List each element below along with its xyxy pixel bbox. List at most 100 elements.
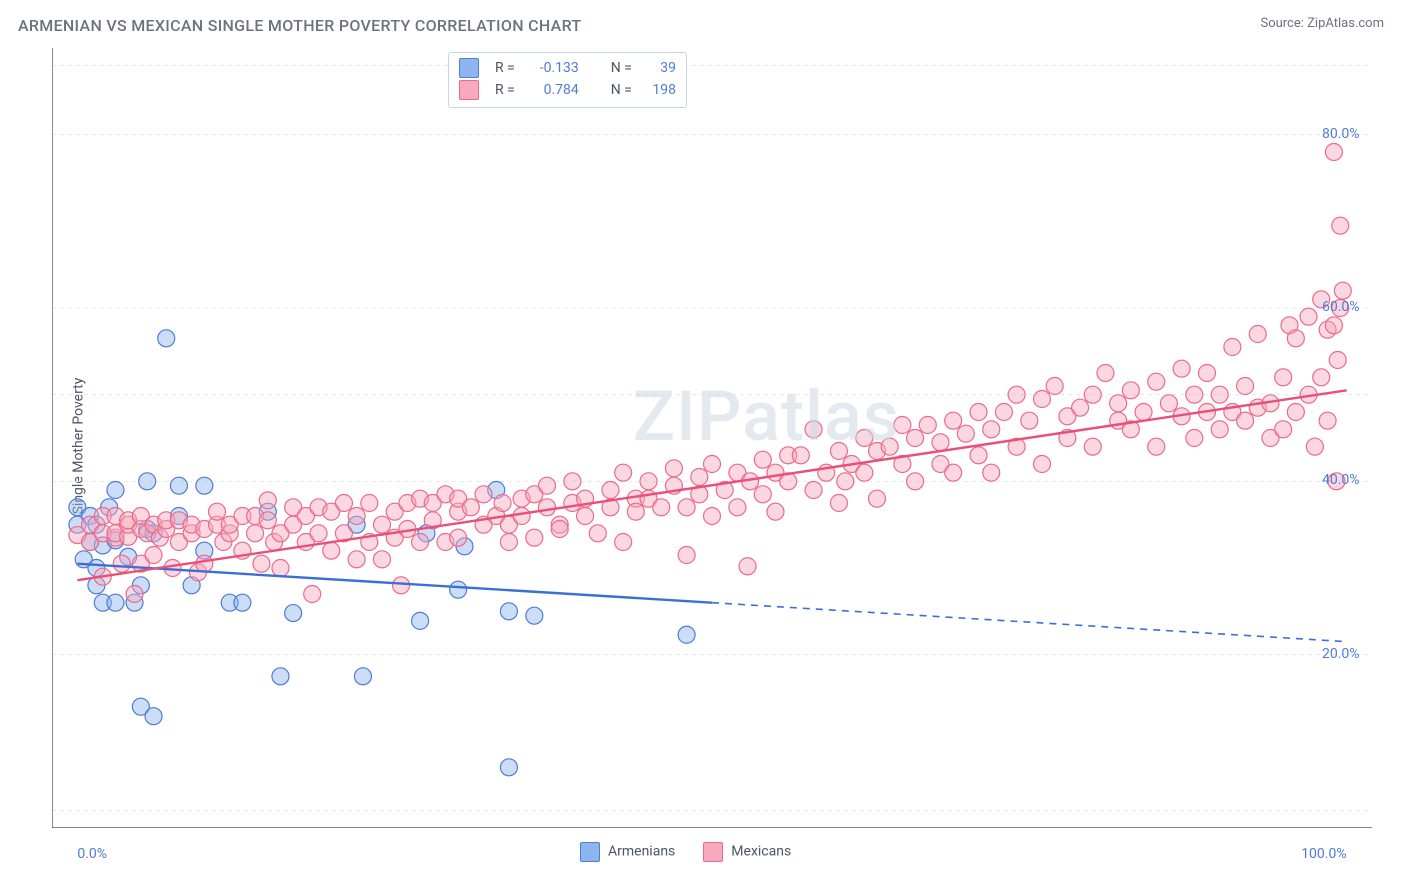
point-mexicans [500, 534, 517, 551]
point-mexicans [323, 542, 340, 559]
point-mexicans [665, 460, 682, 477]
point-mexicans [1334, 282, 1351, 299]
chart-title: ARMENIAN VS MEXICAN SINGLE MOTHER POVERT… [18, 16, 581, 35]
point-mexicans [272, 560, 289, 577]
point-mexicans [830, 443, 847, 460]
point-mexicans [1034, 456, 1051, 473]
point-mexicans [513, 508, 530, 525]
point-mexicans [539, 499, 556, 516]
point-mexicans [691, 469, 708, 486]
source-prefix: Source: [1260, 16, 1307, 31]
point-mexicans [830, 495, 847, 512]
point-armenians [450, 581, 467, 598]
plot-svg [52, 48, 1372, 828]
point-armenians [170, 477, 187, 494]
series-legend: ArmeniansMexicans [580, 842, 791, 862]
point-mexicans [945, 412, 962, 429]
source-attribution: Source: ZipAtlas.com [1260, 16, 1384, 31]
point-mexicans [970, 447, 987, 464]
point-mexicans [1249, 326, 1266, 343]
point-mexicans [995, 404, 1012, 421]
point-mexicans [259, 492, 276, 509]
n-value: 198 [640, 79, 676, 101]
point-mexicans [792, 447, 809, 464]
point-mexicans [653, 499, 670, 516]
r-value: 0.784 [523, 79, 579, 101]
point-armenians [158, 330, 175, 347]
legend-swatch-icon [580, 842, 600, 862]
point-mexicans [837, 473, 854, 490]
point-mexicans [615, 464, 632, 481]
point-mexicans [1237, 412, 1254, 429]
point-mexicans [907, 473, 924, 490]
point-mexicans [1034, 391, 1051, 408]
point-mexicans [564, 473, 581, 490]
point-armenians [500, 603, 517, 620]
r-value: -0.133 [523, 57, 579, 79]
point-mexicans [348, 508, 365, 525]
point-mexicans [945, 464, 962, 481]
point-mexicans [1275, 421, 1292, 438]
point-mexicans [539, 477, 556, 494]
point-mexicans [145, 547, 162, 564]
y-tick-label: 20.0% [1322, 646, 1360, 662]
point-mexicans [1319, 412, 1336, 429]
point-mexicans [869, 490, 886, 507]
legend-swatch-icon [459, 58, 479, 78]
point-mexicans [247, 525, 264, 542]
point-mexicans [1122, 382, 1139, 399]
point-mexicans [739, 558, 756, 575]
trendline-mexicans [77, 390, 1346, 580]
point-mexicans [1332, 217, 1349, 234]
point-mexicans [253, 555, 270, 572]
point-armenians [500, 759, 517, 776]
point-armenians [196, 477, 213, 494]
point-mexicans [881, 438, 898, 455]
point-armenians [412, 612, 429, 629]
point-mexicans [1046, 378, 1063, 395]
point-armenians [139, 473, 156, 490]
point-mexicans [374, 516, 391, 533]
correlation-legend: R =-0.133N =39R =0.784N =198 [448, 52, 687, 108]
point-mexicans [1097, 365, 1114, 382]
point-mexicans [1110, 395, 1127, 412]
point-mexicans [754, 451, 771, 468]
point-mexicans [1148, 373, 1165, 390]
point-mexicans [856, 464, 873, 481]
point-mexicans [602, 482, 619, 499]
point-mexicans [1084, 386, 1101, 403]
point-mexicans [348, 551, 365, 568]
point-mexicans [374, 551, 391, 568]
point-mexicans [1160, 395, 1177, 412]
point-mexicans [1300, 308, 1317, 325]
point-mexicans [856, 430, 873, 447]
correlation-row-mexicans: R =0.784N =198 [459, 79, 676, 101]
point-mexicans [450, 529, 467, 546]
point-mexicans [1275, 369, 1292, 386]
point-armenians [678, 626, 695, 643]
point-mexicans [113, 555, 130, 572]
point-mexicans [209, 503, 226, 520]
legend-item-armenians: Armenians [580, 842, 675, 862]
x-tick-label: 100.0% [1301, 846, 1346, 862]
n-value: 39 [640, 57, 676, 79]
point-mexicans [957, 425, 974, 442]
n-label: N = [611, 79, 632, 101]
point-armenians [354, 668, 371, 685]
point-armenians [107, 594, 124, 611]
n-label: N = [611, 57, 632, 79]
point-mexicans [704, 508, 721, 525]
point-mexicans [1287, 330, 1304, 347]
x-tick-label: 0.0% [77, 846, 107, 862]
point-mexicans [1135, 404, 1152, 421]
scatter-plot [52, 48, 1372, 828]
series-mexicans [69, 144, 1351, 603]
correlation-row-armenians: R =-0.133N =39 [459, 57, 676, 79]
source-name: ZipAtlas.com [1307, 16, 1384, 31]
point-mexicans [1199, 365, 1216, 382]
point-mexicans [1072, 399, 1089, 416]
point-mexicans [983, 421, 1000, 438]
point-mexicans [412, 534, 429, 551]
point-mexicans [907, 430, 924, 447]
point-mexicans [1306, 438, 1323, 455]
